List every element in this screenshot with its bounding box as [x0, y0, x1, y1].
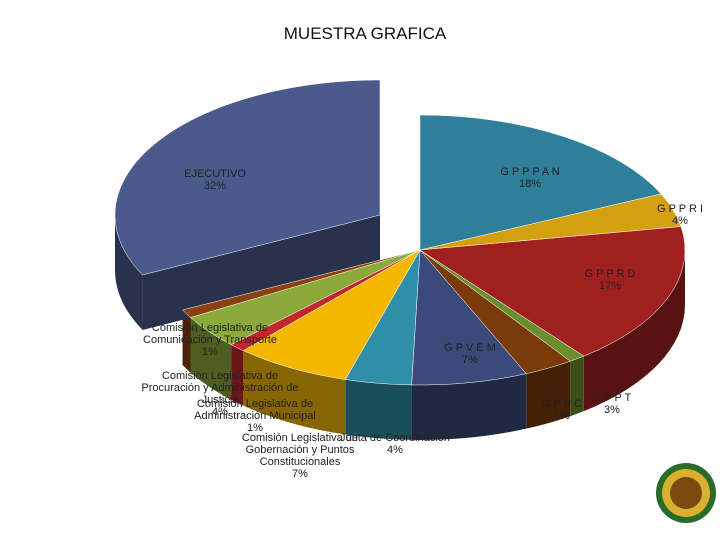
slice-side [526, 361, 571, 429]
slice-side [570, 356, 584, 417]
slice-value-label: 1% [247, 422, 263, 434]
slice-label: EJECUTIVO [184, 168, 246, 180]
slice-value-label: 4% [212, 406, 228, 418]
slice-value-label: 4% [672, 215, 688, 227]
slice-label: Comisión Legislativa de Procuración y Ad… [141, 370, 299, 406]
slice-side [115, 215, 143, 330]
slice-value-label: 3% [604, 404, 620, 416]
slice [242, 249, 421, 380]
slice-label: Comisión Legislativa de Gobernación y Pu… [241, 432, 359, 468]
slice-side [231, 344, 244, 406]
slice-value-label: 7% [292, 468, 308, 480]
tops [114, 79, 686, 386]
slice [182, 249, 421, 318]
slice-side [345, 379, 412, 440]
slice-label: G P P P A N [500, 166, 560, 178]
slice-value-label: 1% [202, 346, 218, 358]
slice-label: G P P C [542, 398, 582, 410]
slice-value-label: 32% [203, 180, 227, 192]
slice-side [182, 309, 191, 373]
slice-value-label: 17% [598, 280, 622, 292]
slice-label: G P P R I [656, 203, 704, 215]
sides [115, 215, 685, 440]
slice-label: Junta de Coordinación [339, 432, 451, 444]
slice-side [190, 317, 232, 400]
slice-side [243, 350, 346, 435]
slice-side [583, 250, 685, 412]
slice-label: G P V E M [444, 342, 496, 354]
slice-value-label: 18% [518, 178, 542, 190]
seal [656, 463, 716, 523]
slice-face [142, 215, 380, 330]
slice-side [411, 373, 527, 440]
slice-value-label: 7% [462, 354, 478, 366]
slice-label: Comisión Legislativa de Administración M… [194, 398, 316, 422]
slice-value-label: 1% [554, 410, 570, 422]
slice [114, 79, 381, 276]
slice-value-label: 4% [387, 444, 403, 456]
chart-title: MUESTRA GRAFICA [283, 24, 447, 43]
slice-label: G P P R D [584, 268, 636, 280]
slice [411, 249, 527, 386]
slice-label: G P P T [592, 392, 632, 404]
slice [419, 114, 662, 251]
slice [419, 226, 686, 357]
slice-label: Comisión Legislativa de Comunicación y T… [143, 322, 277, 346]
